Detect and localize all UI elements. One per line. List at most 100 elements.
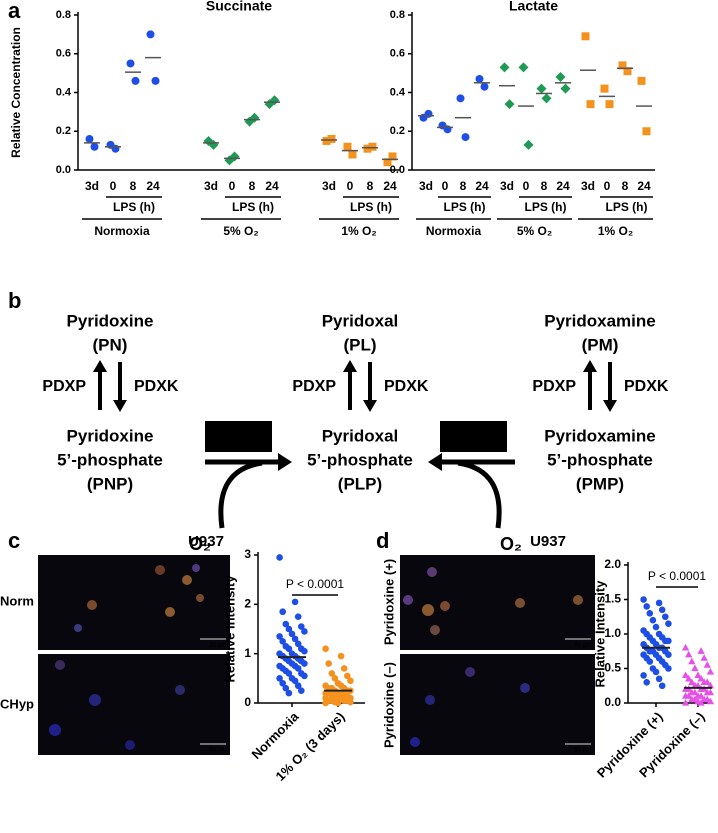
cell xyxy=(465,667,475,677)
cell xyxy=(89,694,101,706)
data-point xyxy=(681,699,690,706)
significance-label: P < 0.0001 xyxy=(648,569,706,583)
group-label: 1% O₂ xyxy=(598,224,633,238)
data-point xyxy=(655,675,663,683)
cell xyxy=(55,660,65,670)
x-tick-label: 0 xyxy=(229,179,236,193)
data-point xyxy=(301,672,308,680)
data-point xyxy=(322,699,329,707)
data-point xyxy=(581,32,590,41)
cell xyxy=(440,601,450,611)
data-point xyxy=(623,67,632,76)
y-tick-label: 0.0 xyxy=(56,164,71,176)
panel-label: b xyxy=(8,288,21,313)
micrograph xyxy=(400,654,595,755)
x-tick-label: 0 xyxy=(604,179,611,193)
panel-label: a xyxy=(8,0,21,23)
data-point xyxy=(499,62,510,73)
x-tick-label: 3d xyxy=(322,179,336,193)
cell xyxy=(515,598,525,608)
cell xyxy=(196,594,204,602)
panel-label: c xyxy=(8,528,20,553)
bracket-label: LPS (h) xyxy=(606,200,648,214)
enzyme-label: PDXK xyxy=(384,378,429,395)
group-label: 1% O₂ xyxy=(341,224,376,238)
y-tick-label: 2.0 xyxy=(604,557,621,571)
data-point xyxy=(288,630,296,638)
data-point xyxy=(322,136,331,145)
data-point xyxy=(706,697,715,705)
data-point xyxy=(424,109,433,118)
arrow-head xyxy=(583,360,597,372)
data-point xyxy=(344,672,351,680)
data-point xyxy=(279,638,287,645)
data-point xyxy=(348,150,357,159)
micrograph xyxy=(38,555,230,650)
arrow-head xyxy=(428,453,442,471)
data-point xyxy=(706,688,715,696)
y-tick-label: 1.0 xyxy=(604,626,621,640)
micrograph-images xyxy=(38,555,595,755)
y-tick-label: 0.8 xyxy=(390,9,405,21)
x-tick-label: 8 xyxy=(460,179,467,193)
data-point xyxy=(294,665,302,672)
bracket-label: LPS (h) xyxy=(525,200,567,214)
data-point xyxy=(541,93,552,104)
data-point xyxy=(475,74,484,83)
x-tick-label: 8 xyxy=(249,179,256,193)
data-point xyxy=(126,59,135,68)
data-point xyxy=(504,99,515,110)
data-point xyxy=(276,633,283,640)
data-point xyxy=(443,125,452,134)
data-point xyxy=(694,671,702,679)
cell xyxy=(125,740,135,750)
scale-bar-label: 50 µm xyxy=(574,643,591,649)
micrograph xyxy=(38,654,230,755)
scale-bar-label: 50 µm xyxy=(574,748,591,754)
data-point xyxy=(279,608,287,616)
data-point xyxy=(301,660,308,667)
node-label: (PM) xyxy=(582,335,619,354)
row-label: Norm xyxy=(0,593,34,608)
data-point xyxy=(291,635,299,643)
y-tick-label: 0.5 xyxy=(604,661,621,675)
data-point xyxy=(662,613,669,621)
y-axis-label: Relative Intensity xyxy=(592,580,607,688)
y-axis-label: Relative Concentration xyxy=(9,27,23,158)
x-tick-label: 24 xyxy=(383,179,397,193)
data-point xyxy=(691,664,699,672)
enzyme-label: PNPO xyxy=(216,428,261,445)
panel-label: d xyxy=(376,528,389,553)
data-point xyxy=(480,82,489,91)
y-tick-label: 0.2 xyxy=(56,125,71,137)
data-point xyxy=(294,613,302,620)
node-label: 5’-phosphate xyxy=(57,450,163,469)
node-label: (PMP) xyxy=(576,474,624,493)
data-point xyxy=(291,677,299,685)
data-point xyxy=(688,657,696,665)
y-tick-label: 1.5 xyxy=(604,592,621,606)
node-label: Pyridoxal xyxy=(322,311,399,330)
cell xyxy=(175,685,185,695)
significance-label: P < 0.0001 xyxy=(286,577,344,591)
data-point xyxy=(325,660,333,667)
data-point xyxy=(363,144,372,153)
cell xyxy=(87,600,97,610)
cell xyxy=(422,604,434,616)
data-point xyxy=(640,596,647,603)
data-point xyxy=(600,84,609,93)
data-point xyxy=(652,668,660,676)
cofactor-arrow xyxy=(218,460,263,529)
scale-bar-label: 50 µm xyxy=(209,643,226,649)
data-point xyxy=(658,606,666,614)
group-label: 5% O₂ xyxy=(517,224,552,238)
data-point xyxy=(337,652,345,660)
data-point xyxy=(658,682,666,690)
cell xyxy=(74,624,82,632)
data-point xyxy=(90,142,99,151)
data-point xyxy=(637,76,646,85)
data-point xyxy=(285,645,293,653)
data-point xyxy=(388,152,397,161)
data-point xyxy=(146,30,155,39)
arrow-head xyxy=(363,400,377,412)
